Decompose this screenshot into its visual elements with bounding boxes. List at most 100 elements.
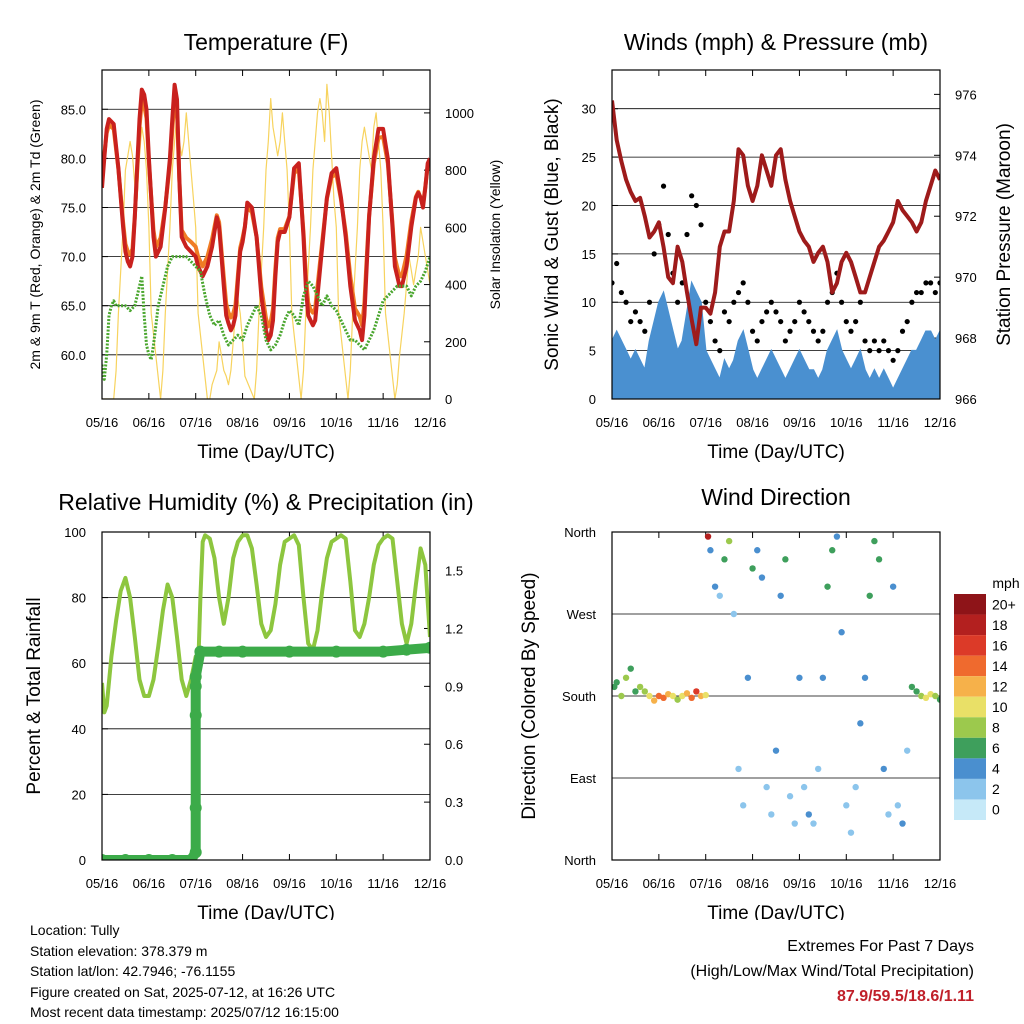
colorbar: mph 20+ 18 16 14 12 10 8 6 4 2 0 [954, 575, 1020, 820]
direction-point [857, 720, 864, 727]
direction-point [843, 802, 850, 809]
gust-point [675, 299, 681, 305]
direction-point [744, 674, 752, 681]
x-tick-label: 05/16 [596, 415, 629, 430]
gust-point [801, 309, 807, 315]
direction-point [754, 547, 761, 554]
direction-point [782, 556, 789, 563]
humidity-line [102, 533, 430, 715]
precip-point [283, 645, 296, 658]
direction-point [636, 683, 644, 691]
figure-canvas: Temperature (F) Time (Day/UTC) 2m & 9m T (… [24, 29, 1020, 920]
gust-point [726, 318, 732, 325]
x-tick-label: 08/16 [226, 876, 259, 891]
gust-point [853, 318, 859, 325]
direction-point [679, 692, 686, 700]
gust-point [612, 280, 615, 286]
gust-point [923, 280, 929, 286]
plot-frame [101, 531, 431, 861]
direction-point [913, 688, 920, 695]
gust-point [909, 299, 915, 305]
colorbar-label: 6 [992, 740, 1000, 756]
direction-point [730, 610, 738, 618]
gust-point [890, 357, 896, 363]
chart-panel-4: Wind Direction Time (Day/UTC) Direction (C… [519, 484, 1020, 920]
gust-point [749, 328, 756, 334]
gust-point [885, 348, 892, 354]
plot-frame [611, 531, 941, 861]
chart-title: Relative Humidity (%) & Precipitation (i… [58, 489, 473, 515]
gust-point [928, 280, 934, 286]
plot-area [102, 82, 430, 399]
direction-point [618, 692, 625, 700]
y2-tick-label: 968 [955, 331, 977, 346]
direction-point [904, 747, 911, 754]
gust-point [820, 328, 826, 334]
x-axis-label: Time (Day/UTC) [197, 903, 335, 920]
x-tick-label: 11/16 [877, 415, 909, 430]
colorbar-swatch [954, 696, 986, 718]
gust-point [913, 289, 920, 296]
y-tick-label: 85.0 [61, 102, 86, 117]
x-tick-label: 07/16 [179, 415, 212, 430]
chart-panel-3: Relative Humidity (%) & Precipitation (i… [24, 489, 474, 920]
gust-point [895, 348, 901, 354]
direction-point [875, 556, 883, 563]
recent-text: Most recent data timestamp: 2025/07/12 1… [30, 1004, 339, 1020]
x-tick-label: 06/16 [643, 876, 676, 891]
extremes-subtitle: (High/Low/Max Wind/Total Precipitation) [690, 963, 974, 980]
gust-point [614, 260, 620, 267]
x-tick-label: 10/16 [830, 415, 863, 430]
direction-point [814, 765, 822, 773]
plot-area [102, 533, 430, 860]
gust-point [815, 338, 821, 344]
precip-point [119, 854, 132, 860]
y2-tick-label: 1.2 [445, 621, 463, 636]
direction-point [632, 688, 639, 695]
gust-point [745, 299, 751, 305]
direction-point [791, 820, 798, 827]
x-tick-label: 12/16 [414, 415, 447, 430]
direction-point [922, 694, 930, 702]
y2-axis-label: Station Pressure (Maroon) [994, 123, 1015, 346]
x-tick-label: 09/16 [273, 876, 306, 891]
y-axis-label: 2m & 9m T (Red, Orange) & 2m Td (Green) [27, 100, 43, 370]
colorbar-swatch [954, 635, 986, 656]
pressure-line [612, 100, 940, 347]
x-tick-label: 12/16 [924, 876, 957, 891]
wind-speed-area [612, 280, 940, 399]
x-tick-label: 09/16 [783, 415, 816, 430]
direction-point [838, 629, 845, 636]
direction-point [833, 533, 841, 540]
x-axis-label: Time (Day/UTC) [707, 442, 845, 463]
direction-point [704, 533, 712, 540]
direction-point [810, 820, 817, 827]
series-line-1 [102, 82, 430, 343]
x-tick-label: 12/16 [924, 415, 957, 430]
direction-point [800, 783, 808, 791]
direction-point [674, 696, 681, 703]
direction-point [936, 696, 940, 703]
gust-point [623, 299, 629, 305]
gust-point [618, 289, 624, 296]
y-axis-label: Direction (Colored By Speed) [519, 572, 540, 819]
y-tick-label: 60 [72, 656, 86, 671]
precip-point [194, 645, 207, 658]
y2-axis-label: Solar Insolation (Yellow) [487, 160, 503, 310]
precip-point [166, 854, 179, 860]
gust-point [899, 328, 906, 334]
precip-point [189, 846, 202, 859]
gust-point [684, 231, 690, 238]
x-tick-label: 10/16 [320, 415, 353, 430]
colorbar-label: 2 [992, 781, 1000, 797]
direction-point [894, 802, 902, 809]
x-tick-label: 10/16 [830, 876, 863, 891]
y-tick-label: 60.0 [61, 348, 86, 363]
x-tick-label: 06/16 [643, 415, 676, 430]
gust-point [731, 299, 737, 305]
x-tick-label: 10/16 [320, 876, 353, 891]
direction-point [796, 674, 803, 681]
gust-point [843, 318, 849, 325]
location-text: Location: Tully [30, 922, 120, 938]
direction-point [829, 547, 836, 554]
